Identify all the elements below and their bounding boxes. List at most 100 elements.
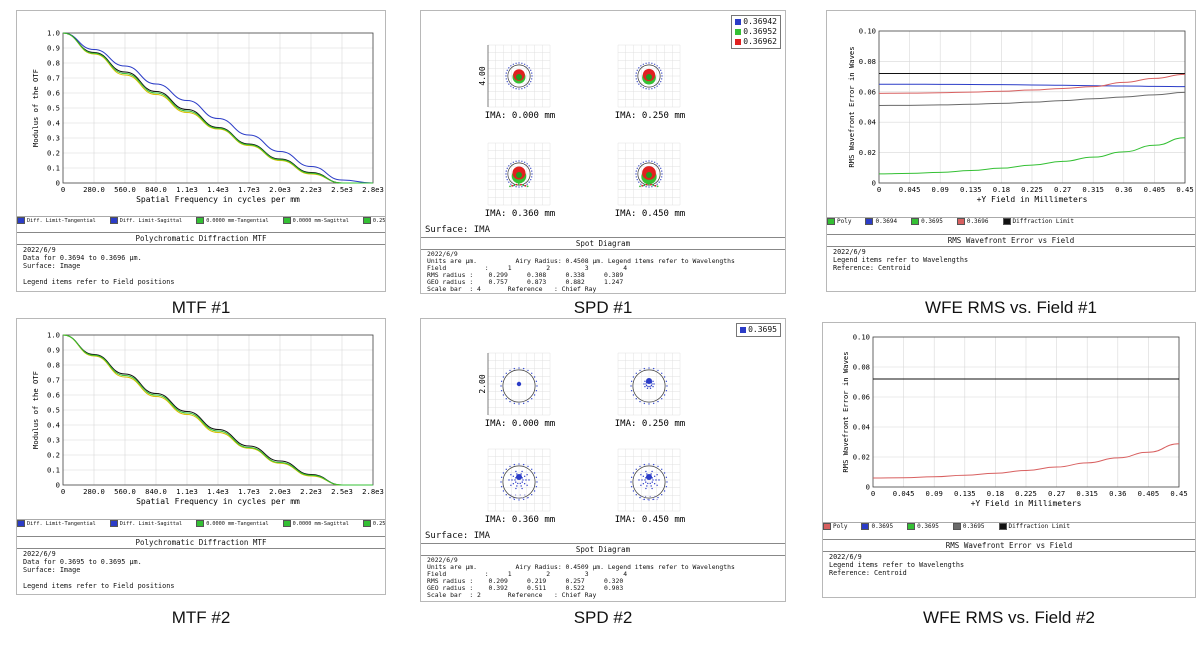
ray-point (519, 475, 521, 478)
ray-point (665, 389, 668, 392)
ray-point (530, 176, 533, 178)
y-tick-label: 0.8 (47, 59, 60, 68)
ray-point (635, 494, 637, 496)
ray-point (649, 495, 651, 498)
y-tick-label: 1.0 (47, 29, 60, 38)
ray-point (530, 178, 532, 181)
ray-point (521, 487, 523, 490)
ray-point (521, 87, 523, 90)
ray-point (657, 400, 659, 403)
legend-swatch-icon (196, 520, 205, 527)
ray-point (526, 484, 528, 486)
x-tick-label: 0 (871, 489, 875, 498)
plot-area: 0 0.045 0.09 0.135 0.18 0.225 0.27 0.315 0.36 0.4… (847, 27, 1194, 205)
ray-point (510, 65, 512, 67)
ray-point (656, 484, 658, 486)
ray-point (510, 183, 512, 185)
ray-point (505, 72, 508, 74)
spot-core (516, 474, 522, 480)
ray-point (636, 167, 638, 170)
x-tick-label: 0.09 (932, 185, 949, 194)
legend-swatch-icon (362, 520, 371, 527)
legend-item: 0.0000 mm-Tangential (196, 217, 269, 224)
ray-point (531, 75, 533, 77)
y-tick-label: 0.02 (853, 453, 870, 462)
y-tick-label: 0.04 (859, 118, 876, 127)
airy-circle (502, 369, 536, 403)
ray-point (510, 494, 512, 496)
ray-point (651, 477, 653, 479)
legend-swatch-icon (865, 218, 874, 225)
ray-point (645, 383, 647, 385)
ray-point (654, 184, 657, 187)
ray-point (665, 380, 668, 383)
ray-point (645, 481, 647, 483)
ray-point (652, 184, 655, 187)
spd-title: Spot Diagram (421, 543, 785, 556)
ray-point (518, 186, 520, 188)
info-line: Units are µm. Airy Radius: 0.4508 µm. Le… (427, 257, 735, 265)
legend-label: Diff. Limit-Sagittal (119, 218, 183, 224)
ray-point (642, 63, 645, 65)
ray-point (630, 485, 633, 488)
ray-point (505, 170, 508, 172)
x-tick-label: 0 (877, 185, 881, 194)
ray-point (523, 161, 526, 163)
ray-point (651, 87, 653, 90)
info-line: Field : 1 2 3 4 (427, 570, 628, 578)
legend-swatch-icon (907, 523, 916, 530)
mtf-panel-1: 0 280.0 560.0 840.0 1.1e3 1.4e3 1.7e3 2.0e3 2.2e… (16, 10, 386, 292)
ray-point (536, 385, 538, 387)
mtf-legend: Diff. Limit-Tangential Diff. Limit-Sagitt… (17, 519, 385, 534)
info-line: GEO radius : 0.392 0.511 0.522 0.903 (427, 584, 624, 592)
y-tick-label: 0.3 (47, 134, 60, 143)
ray-point (531, 494, 533, 496)
ray-point (513, 402, 516, 405)
mtf-info: 2022/6/9 Data for 0.3694 to 0.3696 µm. Sur… (17, 244, 385, 288)
ray-point (654, 495, 656, 498)
ray-point (658, 67, 660, 69)
ray-point (652, 479, 654, 481)
legend-swatch-icon (17, 520, 25, 527)
ray-point (526, 85, 528, 87)
ray-point (630, 481, 632, 483)
ray-point (630, 389, 633, 392)
spot-field-label: IMA: 0.450 mm (615, 515, 685, 525)
ray-point (502, 490, 505, 492)
y-tick-label: 0.5 (47, 406, 60, 415)
legend-label: Diffraction Limit (1008, 523, 1070, 530)
ray-point (651, 185, 653, 188)
spot-diagram-plot: IMA: 0.000 mm IMA: 0.250 mm IMA: 0.360 mm I… (478, 352, 685, 525)
ray-point (508, 181, 510, 183)
ray-point (638, 83, 640, 85)
ray-point (658, 479, 660, 481)
ray-point (656, 183, 658, 185)
ray-point (510, 85, 512, 87)
mtf-title: Polychromatic Diffraction MTF (17, 536, 385, 549)
ray-point (511, 479, 513, 481)
legend-item: 0.3694 (865, 218, 897, 225)
ray-point (632, 472, 635, 474)
ray-point (530, 80, 532, 83)
ray-point (653, 475, 656, 477)
ray-point (630, 385, 632, 387)
y-axis-label: Modulus of the OTF (31, 371, 40, 449)
ray-point (649, 475, 651, 478)
wfe-panel-1: 0 0.045 0.09 0.135 0.18 0.225 0.27 0.315 0.36 0.4… (826, 10, 1196, 294)
spot-field: IMA: 0.000 mm (485, 352, 555, 429)
legend-swatch-icon (998, 523, 1007, 530)
ray-point (635, 78, 638, 80)
y-tick-label: 0 (56, 481, 60, 490)
y-tick-label: 0.1 (47, 164, 60, 173)
ray-point (522, 463, 525, 466)
wfe-plot: 0 0.045 0.09 0.135 0.18 0.225 0.27 0.315 0.36 0.4… (847, 27, 1194, 205)
ray-point (518, 62, 520, 64)
surface-label: Surface: IMA (425, 225, 491, 235)
mtf-title: Polychromatic Diffraction MTF (17, 232, 385, 245)
info-line: Data for 0.3695 to 0.3695 µm. (23, 558, 142, 566)
ray-point (645, 477, 647, 479)
y-tick-label: 0.8 (47, 361, 60, 370)
wfe-legend: Poly 0.3695 0.3695 0.3695 Diffraction Limit (823, 522, 1195, 537)
wfe-caption: WFE RMS vs. Field #1 (925, 298, 1097, 317)
spd-caption: SPD #1 (573, 298, 633, 317)
